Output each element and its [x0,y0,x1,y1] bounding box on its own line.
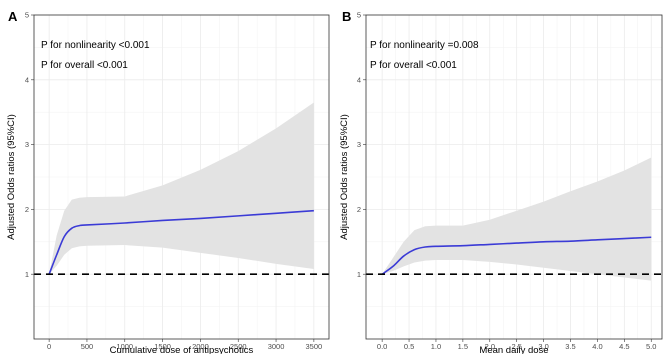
panel-b: 0.0 0.5 1.0 1.5 2.0 2.5 3.0 3.5 4.0 4.5 5.0 1 2 3 4 5 Me… [339,9,663,354]
x-tick-label: 5.0 [646,342,656,351]
x-tick-label: 4.5 [619,342,629,351]
y-tick-label: 1 [25,270,29,279]
x-tick-label: 2000 [192,342,209,351]
confidence-band [49,102,314,275]
p-value-annotation: P for nonlinearity =0.008 [370,40,479,51]
y-axis-title: Adjusted Odds ratios (95%CI) [6,114,17,240]
panel-letter: A [8,9,18,24]
x-tick-label: 1000 [116,342,133,351]
x-tick-label: 3000 [268,342,285,351]
y-tick-label: 2 [25,205,29,214]
y-tick-label: 3 [357,140,361,149]
x-tick-label: 1.5 [458,342,468,351]
x-tick-label: 3.0 [538,342,548,351]
x-tick-label: 1.0 [431,342,441,351]
x-tick-label: 2.0 [485,342,495,351]
y-tick-label: 4 [357,75,361,84]
panel-border [365,14,663,340]
x-axis-title: Mean daily dose [479,345,548,354]
y-tick-label: 1 [357,270,361,279]
x-tick-label: 3.5 [565,342,575,351]
panel-letter: B [342,9,351,24]
y-tick-label: 5 [25,11,29,20]
x-tick-label: 0.0 [377,342,387,351]
x-tick-label: 0 [47,342,51,351]
x-tick-label: 500 [81,342,94,351]
odds-ratio-line [48,209,314,275]
y-axis-title: Adjusted Odds ratios (95%CI) [339,114,350,240]
x-tick-label: 1500 [154,342,171,351]
y-tick-label: 3 [25,140,29,149]
x-tick-label: 3500 [306,342,323,351]
p-value-annotation: P for nonlinearity <0.001 [41,40,150,51]
x-tick-label: 2500 [230,342,247,351]
x-tick-label: 4.0 [592,342,602,351]
panel-border [33,14,330,340]
x-tick-label: 0.5 [404,342,414,351]
y-tick-label: 5 [357,11,361,20]
y-tick-label: 2 [357,205,361,214]
x-axis-title: Cumulative dose of antipsychotics [110,345,254,354]
y-tick-label: 4 [25,75,29,84]
odds-ratio-line [381,236,652,275]
p-value-annotation: P for overall <0.001 [41,60,128,71]
x-tick-label: 2.5 [511,342,521,351]
p-value-annotation: P for overall <0.001 [370,60,457,71]
confidence-band [382,157,652,281]
panel-a: 0 500 1000 1500 2000 2500 3000 3500 1 2 3 4 5 Cumulat… [6,9,330,354]
